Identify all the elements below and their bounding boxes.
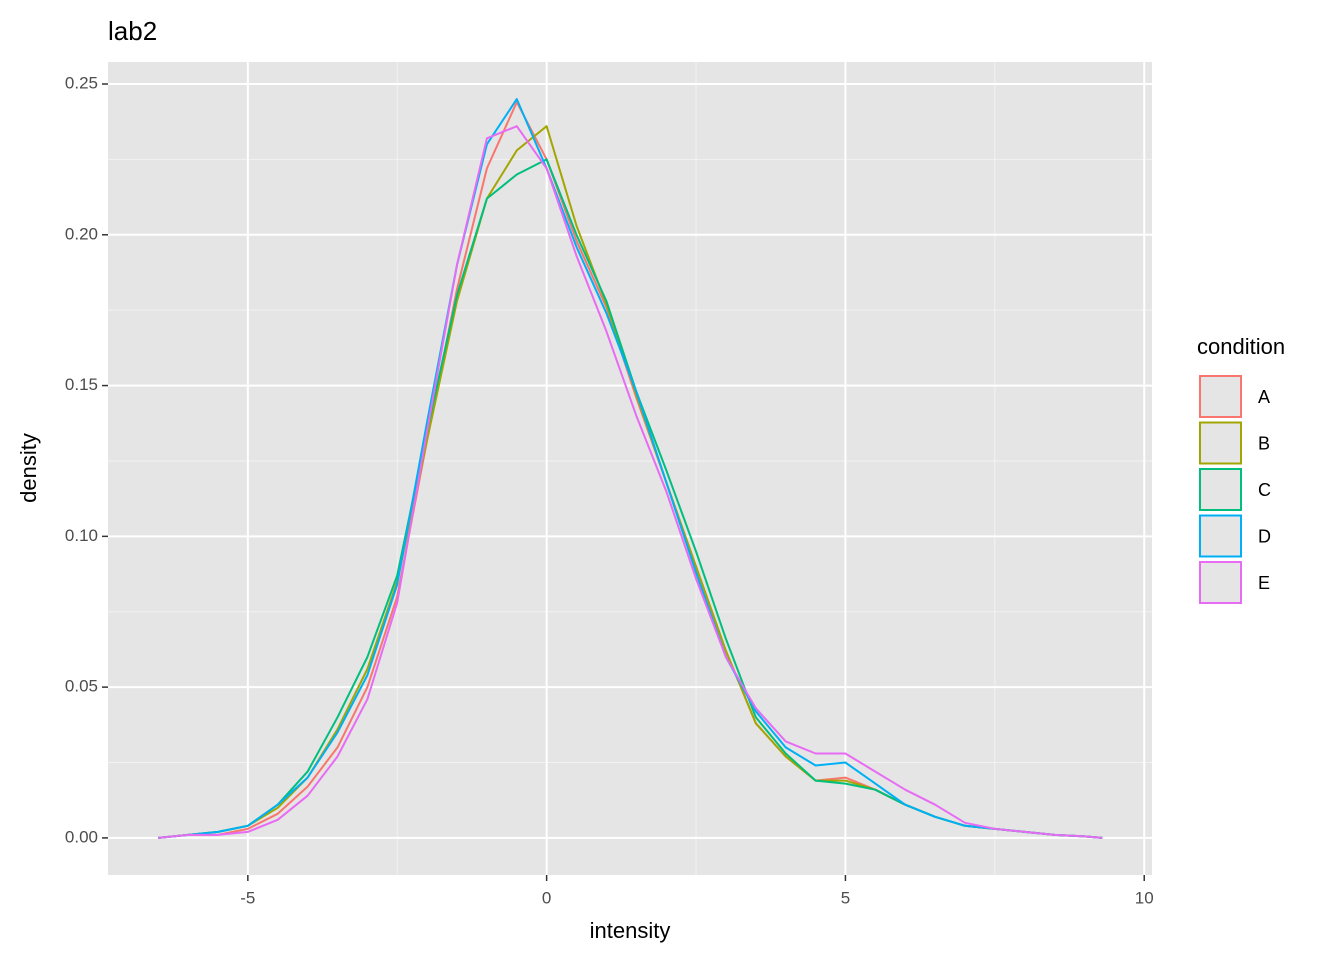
y-tick-label: 0.25	[65, 73, 98, 92]
y-tick-label: 0.15	[65, 375, 98, 394]
legend-key	[1199, 421, 1242, 465]
y-tick-label: 0.10	[65, 526, 98, 545]
y-tick-label: 0.05	[65, 677, 98, 696]
legend-label: B	[1258, 433, 1270, 453]
x-axis-title: intensity	[590, 918, 671, 943]
x-tick-label: 5	[841, 888, 850, 907]
x-tick-label: -5	[240, 888, 255, 907]
x-tick-label: 0	[542, 888, 551, 907]
density-line	[158, 125, 1103, 839]
legend-key	[1199, 375, 1242, 418]
chart-title: lab2	[108, 16, 157, 46]
legend-label: E	[1258, 573, 1270, 593]
density-line	[158, 98, 1103, 839]
legend-key	[1199, 561, 1242, 604]
legend-label: D	[1258, 526, 1271, 546]
legend-key	[1199, 468, 1242, 511]
plot-panel	[108, 62, 1152, 875]
legend-label: A	[1258, 387, 1270, 407]
y-axis-title: density	[16, 433, 41, 503]
legend-label: C	[1258, 480, 1271, 500]
y-tick-label: 0.20	[65, 224, 98, 243]
legend-key	[1199, 514, 1242, 558]
y-tick-label: 0.00	[65, 827, 98, 846]
x-tick-label: 10	[1135, 888, 1154, 907]
legend-title: condition	[1197, 334, 1285, 359]
